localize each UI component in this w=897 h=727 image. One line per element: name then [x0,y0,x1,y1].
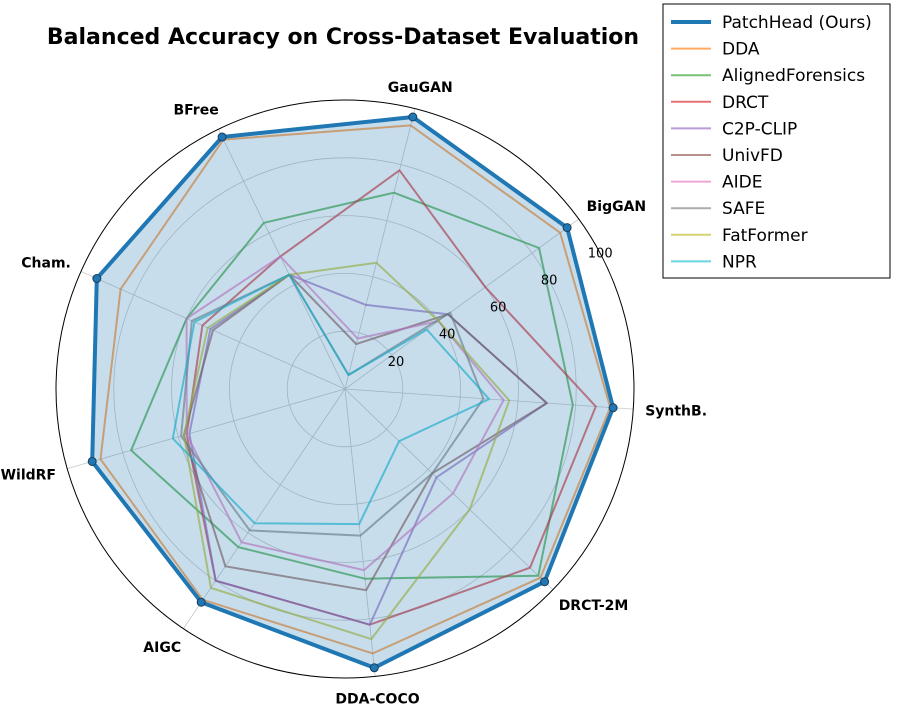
grid-ring [171,215,519,563]
chart-title: Balanced Accuracy on Cross-Dataset Evalu… [47,25,639,50]
radial-tick-label: 100 [588,246,613,261]
radial-tick-label: 80 [541,274,558,289]
axis-label: Cham. [21,256,71,272]
data-point-patchhead-ours [608,403,618,413]
spoke-line [67,388,346,470]
axis-label: BFree [173,103,218,119]
radial-tick-label: 40 [439,328,456,343]
data-point-patchhead-ours [92,274,102,284]
series-line-npr [171,273,491,526]
data-point-patchhead-ours [540,577,550,587]
axis-label: AIGC [143,640,181,656]
axis-label: WildRF [1,468,56,484]
spoke-line [344,388,376,677]
series-line-drct [185,169,597,626]
outer-ring [55,99,635,679]
grid-ring [113,157,577,621]
axis-label: BigGAN [587,199,647,215]
legend-label-univfd: UnivFD [722,146,783,166]
series-line-safe [180,273,485,537]
legend-label-aide: AIDE [722,173,762,193]
data-point-patchhead-ours [87,456,97,466]
radial-tick-label: 60 [490,301,507,316]
radial-tick-label: 20 [388,355,405,370]
data-point-patchhead-ours [217,132,227,142]
axis-label: DDA-COCO [335,691,419,707]
data-point-patchhead-ours [562,223,572,233]
series-line-alignedforensics [130,191,574,580]
legend-label-c2p-clip: C2P-CLIP [722,119,797,139]
series-line-c2p-clip [188,273,548,626]
axis-label: DRCT-2M [559,598,629,614]
series-area-patchhead-ours [92,117,614,668]
legend-label-dda: DDA [722,40,760,60]
legend-label-fatformer: FatFormer [722,226,808,246]
polar-grid [55,99,635,679]
legend: PatchHead (Ours) DDA AlignedForensics DRCT C… [662,3,891,279]
series-layer [87,112,618,673]
radial-ticks: 20 40 60 80 100 [388,246,613,370]
series-line-fatformer [182,261,511,641]
legend-label-alignedforensics: AlignedForensics [722,66,865,86]
data-point-patchhead-ours [196,597,206,607]
series-line-dda [99,124,612,655]
legend-label-drct: DRCT [722,93,769,113]
axis-label: SynthB. [645,404,707,420]
axis-labels: SynthB. BigGAN GauGAN BFree Cham. WildRF AIGC D… [1,80,707,707]
legend-label-safe: SAFE [722,199,765,219]
data-point-patchhead-ours [408,112,418,122]
legend-label-patchhead-ours: PatchHead (Ours) [722,13,872,33]
spoke-line [344,108,416,390]
series-line-patchhead-ours [90,115,616,670]
data-point-patchhead-ours [369,663,379,673]
axis-label: GauGAN [388,80,453,96]
legend-box [662,3,891,279]
grid-ring [228,272,461,505]
legend-label-npr: NPR [722,252,757,272]
spoke-line [344,388,554,591]
